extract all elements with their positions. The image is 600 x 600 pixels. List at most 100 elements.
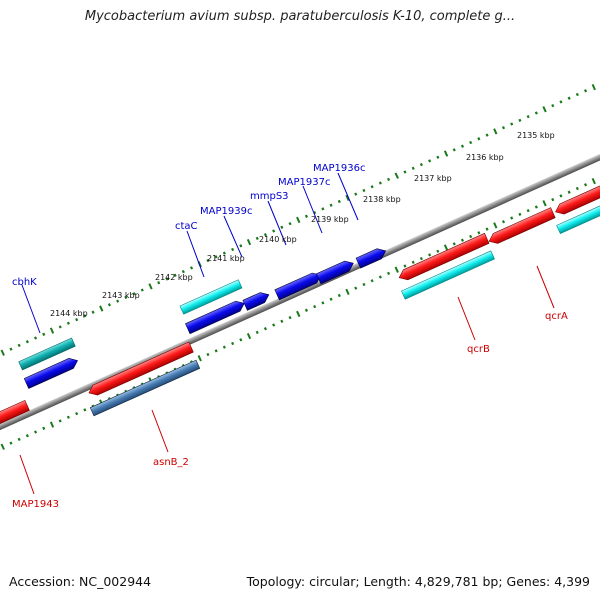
scale-tick [469,140,473,145]
scale-tick [493,222,498,229]
scale-label: 2137 kbp [414,174,452,183]
scale-tick [551,197,555,202]
gene-asnB_2-box[interactable] [89,359,201,417]
scale-tick [387,177,391,182]
gene-qcrA-red[interactable] [487,207,556,247]
scale-tick [436,155,440,159]
scale-tick [518,118,522,122]
gene-ctaC-box[interactable] [179,279,243,315]
scale-tick [584,183,588,187]
scale-label: 2140 kbp [259,235,297,244]
gene-cbhK-box[interactable] [18,337,76,371]
scale-tick [443,244,449,251]
gene-asnB_2-red[interactable] [87,341,194,398]
gene-label-qcrB[interactable]: qcrB [467,344,490,355]
scale-tick [296,310,301,318]
scale-tick [148,283,153,290]
scale-tick [246,238,252,246]
scale-tick [107,303,111,307]
scale-tick [197,355,202,362]
scale-tick [567,96,571,100]
scale-tick [66,415,70,419]
scale-tick [263,233,267,237]
scale-tick [411,166,415,170]
scale-label: 2144 kbp [50,309,88,318]
scale-tick [42,332,46,336]
scale-tick [222,345,226,349]
scale-tick [460,144,464,148]
scale-tick [591,178,596,185]
scale-ticks [0,84,596,450]
scale-tick [173,273,177,277]
scale-tick [345,288,350,295]
gene-label-asnB_2[interactable]: asnB_2 [153,457,189,468]
scale-tick [239,338,243,342]
scale-tick [0,443,5,450]
leader-ctaC [186,230,205,278]
scale-tick [157,281,161,285]
scale-tick [272,229,276,233]
scale-tick [116,299,120,303]
scale-tick [354,192,358,196]
gene-label-MAP1939c[interactable]: MAP1939c [200,206,252,217]
scale-label: 2136 kbp [466,153,504,162]
scale-tick [534,111,538,115]
gene-qcrB-red[interactable] [397,232,490,282]
scale-label: 2143 kbp [102,291,140,300]
gene-ctaC-arrow[interactable] [185,298,246,335]
gene-qcrB-box[interactable] [401,250,495,300]
scale-tick [551,103,555,108]
scale-tick [140,288,144,292]
gene-label-MAP1937c[interactable]: MAP1937c [278,177,330,188]
scale-tick [17,437,21,442]
scale-tick [575,186,579,191]
scale-tick [75,411,79,416]
scale-tick [510,216,514,220]
scale-label: 2141 kbp [207,254,245,263]
gene-MAP1937c[interactable] [316,258,355,285]
scale-tick [501,220,506,224]
scale-tick [559,100,563,104]
gene-label-qcrA[interactable]: qcrA [545,311,568,322]
gene-label-ctaC[interactable]: ctaC [175,221,198,232]
gene-MAP1939c[interactable] [242,290,271,311]
leader-MAP1936c [337,172,359,221]
scale-tick [485,133,489,137]
gene-label-mmpS3[interactable]: mmpS3 [250,191,289,202]
scale-tick [394,266,399,273]
scale-tick [452,148,456,152]
gene-next-cyan[interactable] [556,202,600,234]
gene-features [0,182,600,429]
scale-tick [477,137,481,141]
scale-tick [477,231,481,235]
scale-tick [419,256,423,261]
scale-tick [296,216,301,224]
scale-label: 2139 kbp [311,215,349,224]
scale-tick [501,126,506,130]
scale-tick [206,352,210,357]
scale-tick [99,305,104,312]
gene-label-MAP1936c[interactable]: MAP1936c [313,163,365,174]
scale-tick [206,258,210,263]
gene-next-red[interactable] [553,182,600,217]
scale-tick [9,441,13,445]
leader-asnB_2 [151,409,169,453]
gene-label-cbhK[interactable]: cbhK [12,277,37,288]
scale-tick [34,430,38,434]
gene-cbhK-arrow[interactable] [23,356,80,389]
scale-tick [255,236,259,241]
scale-tick [387,271,391,276]
scale-label: 2138 kbp [363,195,401,204]
scale-tick [272,323,276,327]
scale-tick [255,330,259,335]
scale-tick [584,89,588,93]
scale-tick [231,247,235,252]
scale-tick [66,321,70,325]
leader-mmpS3 [267,200,287,246]
scale-tick [124,295,128,300]
gene-MAP1936c[interactable] [355,246,388,269]
gene-label-MAP1943[interactable]: MAP1943 [12,499,59,510]
scale-tick [190,266,194,270]
scale-tick [485,227,489,231]
gene-MAP1943[interactable] [0,399,30,429]
